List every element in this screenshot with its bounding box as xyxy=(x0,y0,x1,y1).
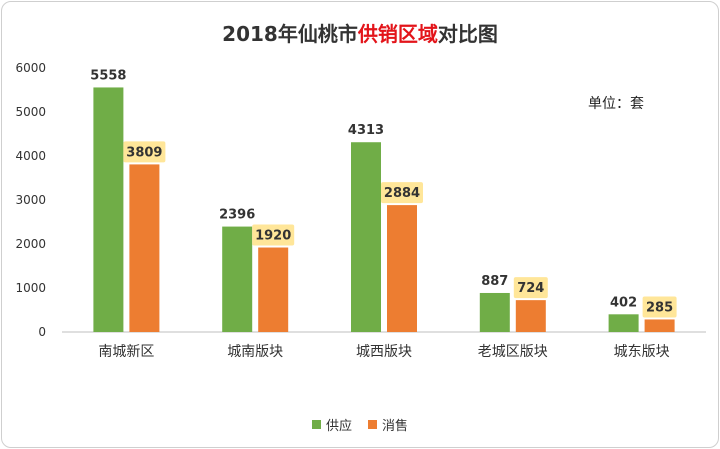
data-label: 724 xyxy=(517,281,544,296)
legend: 供应 消售 xyxy=(2,415,718,434)
bar-sales xyxy=(387,205,417,332)
unit-label: 单位：套 xyxy=(588,96,644,112)
legend-swatch xyxy=(311,420,321,429)
y-tick-label: 5000 xyxy=(15,105,46,119)
bar-sales xyxy=(644,319,675,332)
y-axis: 0 1000 2000 3000 4000 5000 6000 xyxy=(15,61,46,339)
data-label: 2884 xyxy=(384,186,420,201)
data-label: 3809 xyxy=(126,145,162,160)
bar-supply xyxy=(222,226,253,332)
chart-title: 2018年仙桃市供销区域对比图 xyxy=(2,18,718,47)
data-label-highlight xyxy=(642,296,677,318)
data-label: 2396 xyxy=(219,208,255,223)
y-tick-label: 3000 xyxy=(15,193,46,207)
data-label-highlight xyxy=(513,277,548,299)
title-part2: 对比图 xyxy=(437,22,498,46)
legend-entry: 消售 xyxy=(368,415,408,434)
bar-sales xyxy=(129,164,160,332)
x-tick-label: 城西版块 xyxy=(356,344,412,360)
data-label-highlight xyxy=(381,182,423,204)
bar-sales xyxy=(258,247,289,332)
x-tick-label: 老城区版块 xyxy=(478,344,548,360)
bar-supply xyxy=(351,142,381,332)
data-label: 887 xyxy=(481,274,508,289)
y-tick-label: 4000 xyxy=(15,149,46,163)
data-label: 4313 xyxy=(348,123,384,138)
legend-swatch xyxy=(368,420,377,429)
bar-sales xyxy=(515,300,546,332)
data-label: 1920 xyxy=(255,229,291,244)
data-label-highlight xyxy=(252,224,295,246)
y-tick-label: 6000 xyxy=(15,61,46,75)
x-axis-ticks: 南城新区 城南版块 城西版块 老城区版块 城东版块 xyxy=(98,344,669,360)
legend-label: 消售 xyxy=(382,419,409,434)
bars xyxy=(93,87,675,332)
y-tick-label: 2000 xyxy=(15,237,46,251)
title-highlight: 供销区域 xyxy=(357,22,438,46)
data-label: 402 xyxy=(610,295,637,310)
title-part1: 年仙桃市 xyxy=(277,22,358,46)
x-tick-label: 城南版块 xyxy=(227,344,283,360)
legend-entry: 供应 xyxy=(311,415,352,434)
data-label: 5558 xyxy=(90,68,126,83)
bar-supply xyxy=(479,292,510,332)
legend-label: 供应 xyxy=(325,419,352,434)
data-label-highlight xyxy=(123,141,166,163)
x-tick-label: 城东版块 xyxy=(614,344,670,360)
bar-supply xyxy=(93,87,124,332)
title-year: 2018 xyxy=(222,22,278,46)
x-tick-label: 南城新区 xyxy=(98,344,154,360)
y-tick-label: 1000 xyxy=(15,281,46,295)
data-label: 285 xyxy=(646,300,673,315)
bar-supply xyxy=(608,314,639,332)
y-tick-label: 0 xyxy=(38,325,46,339)
